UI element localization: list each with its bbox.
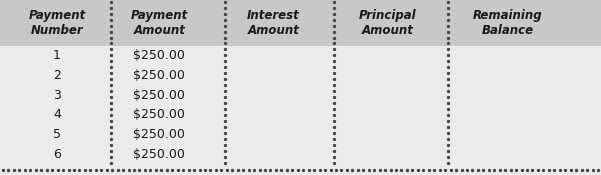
Text: 5: 5 <box>53 128 61 141</box>
Text: $250.00: $250.00 <box>133 148 185 161</box>
Bar <box>0 105 601 125</box>
Text: Interest
Amount: Interest Amount <box>247 9 300 37</box>
Text: $250.00: $250.00 <box>133 108 185 121</box>
Text: $250.00: $250.00 <box>133 89 185 101</box>
Text: 1: 1 <box>53 49 61 62</box>
Text: $250.00: $250.00 <box>133 49 185 62</box>
Text: Payment
Amount: Payment Amount <box>130 9 188 37</box>
Bar <box>0 125 601 145</box>
Text: 4: 4 <box>53 108 61 121</box>
Text: $250.00: $250.00 <box>133 69 185 82</box>
Text: 3: 3 <box>53 89 61 101</box>
Text: $250.00: $250.00 <box>133 128 185 141</box>
Bar <box>0 46 601 65</box>
Bar <box>0 65 601 85</box>
Text: 2: 2 <box>53 69 61 82</box>
Text: Remaining
Balance: Remaining Balance <box>473 9 543 37</box>
Bar <box>0 0 601 46</box>
Bar <box>0 145 601 164</box>
Text: Principal
Amount: Principal Amount <box>359 9 416 37</box>
Text: Payment
Number: Payment Number <box>28 9 86 37</box>
Bar <box>0 85 601 105</box>
Text: 6: 6 <box>53 148 61 161</box>
